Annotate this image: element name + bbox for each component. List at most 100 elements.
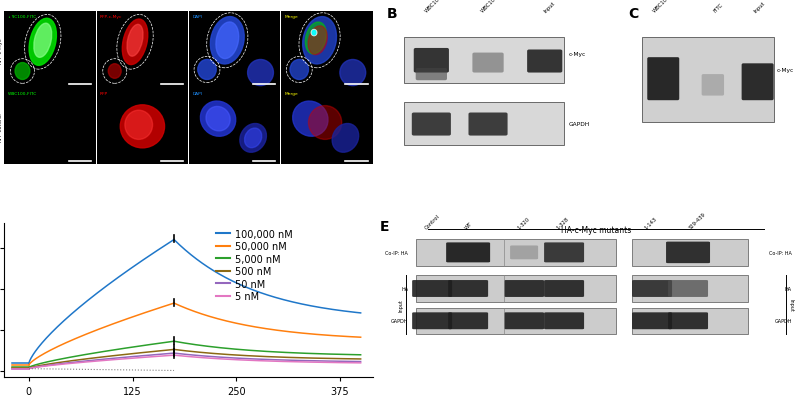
FancyBboxPatch shape	[504, 280, 544, 297]
FancyBboxPatch shape	[742, 64, 774, 101]
Text: GAPDH: GAPDH	[568, 122, 590, 126]
Bar	[189, 89, 280, 165]
Ellipse shape	[332, 124, 358, 153]
FancyBboxPatch shape	[632, 312, 672, 329]
FancyBboxPatch shape	[544, 280, 584, 297]
Ellipse shape	[340, 60, 366, 86]
Text: 1-320: 1-320	[516, 215, 530, 230]
Ellipse shape	[308, 27, 327, 56]
FancyBboxPatch shape	[544, 243, 584, 263]
Ellipse shape	[15, 63, 30, 80]
Text: Input: Input	[542, 0, 556, 14]
Bar	[404, 38, 564, 84]
Bar	[404, 103, 564, 146]
Ellipse shape	[290, 60, 309, 80]
Text: C: C	[628, 8, 638, 21]
Text: RFP-c-Myc: RFP-c-Myc	[0, 37, 2, 64]
Text: WBC100-FITC: WBC100-FITC	[423, 0, 452, 14]
Ellipse shape	[29, 19, 57, 66]
Ellipse shape	[245, 129, 262, 148]
Ellipse shape	[309, 106, 342, 140]
FancyBboxPatch shape	[527, 51, 562, 73]
FancyBboxPatch shape	[416, 69, 447, 81]
FancyBboxPatch shape	[666, 242, 710, 263]
FancyBboxPatch shape	[647, 58, 679, 101]
FancyBboxPatch shape	[412, 113, 451, 136]
Text: E: E	[380, 219, 390, 233]
Ellipse shape	[198, 60, 216, 80]
Ellipse shape	[312, 31, 316, 36]
Bar	[632, 276, 748, 302]
Text: WBC100-FITC: WBC100-FITC	[8, 92, 37, 96]
Text: RFP-c-Myc: RFP-c-Myc	[100, 15, 122, 19]
FancyBboxPatch shape	[412, 280, 452, 297]
FancyBboxPatch shape	[668, 280, 708, 297]
Bar	[97, 12, 188, 88]
Text: WBC100+WBC100-FITC: WBC100+WBC100-FITC	[480, 0, 528, 14]
Text: HA: HA	[785, 286, 792, 291]
Text: HA: HA	[401, 286, 408, 291]
FancyBboxPatch shape	[448, 280, 488, 297]
FancyBboxPatch shape	[510, 246, 538, 260]
Bar	[97, 89, 188, 165]
Text: 329-439: 329-439	[688, 211, 707, 230]
Ellipse shape	[201, 102, 236, 137]
Ellipse shape	[311, 30, 317, 36]
FancyBboxPatch shape	[632, 280, 672, 297]
Bar	[5, 89, 96, 165]
Text: DAPI: DAPI	[192, 92, 202, 96]
Text: GAPDH: GAPDH	[774, 318, 792, 324]
FancyBboxPatch shape	[504, 312, 544, 329]
FancyBboxPatch shape	[414, 49, 449, 73]
Text: Input: Input	[753, 0, 766, 14]
Text: GAPDH: GAPDH	[390, 318, 408, 324]
Bar	[416, 276, 616, 302]
Text: FITC: FITC	[713, 2, 724, 14]
Bar	[416, 239, 616, 267]
Legend: 100,000 nM, 50,000 nM, 5,000 nM, 500 nM, 50 nM, 5 nM: 100,000 nM, 50,000 nM, 5,000 nM, 500 nM,…	[212, 225, 297, 305]
Text: c-Myc: c-Myc	[568, 52, 586, 57]
FancyBboxPatch shape	[544, 312, 584, 329]
FancyBboxPatch shape	[446, 243, 490, 263]
Bar	[632, 308, 748, 334]
Ellipse shape	[125, 111, 153, 140]
Ellipse shape	[210, 18, 244, 65]
Ellipse shape	[206, 107, 230, 132]
FancyBboxPatch shape	[668, 312, 708, 329]
Text: WBC100-FITC: WBC100-FITC	[652, 0, 681, 14]
Bar	[642, 38, 774, 122]
Text: B: B	[386, 8, 397, 21]
Text: WBC100-FITC: WBC100-FITC	[8, 15, 37, 19]
Ellipse shape	[122, 20, 148, 65]
Text: 1-143: 1-143	[644, 215, 658, 230]
FancyBboxPatch shape	[702, 75, 724, 96]
Ellipse shape	[293, 102, 328, 137]
Text: DAPI: DAPI	[192, 15, 202, 19]
Ellipse shape	[216, 23, 238, 59]
Ellipse shape	[120, 105, 165, 148]
FancyBboxPatch shape	[469, 113, 507, 136]
Ellipse shape	[247, 60, 274, 86]
Text: RFP-control: RFP-control	[0, 112, 2, 142]
Bar	[416, 308, 616, 334]
Bar	[282, 89, 373, 165]
FancyBboxPatch shape	[472, 53, 504, 73]
Text: Co-IP: HA: Co-IP: HA	[386, 250, 408, 255]
Ellipse shape	[108, 65, 121, 79]
FancyBboxPatch shape	[412, 312, 452, 329]
Ellipse shape	[240, 124, 266, 153]
Text: RFP: RFP	[100, 92, 108, 96]
Text: c-Myc: c-Myc	[777, 68, 794, 73]
Bar	[5, 12, 96, 88]
Text: Control: Control	[424, 213, 441, 230]
FancyBboxPatch shape	[448, 312, 488, 329]
Text: Merge: Merge	[285, 92, 298, 96]
Text: Input: Input	[789, 298, 794, 311]
Text: 1-328: 1-328	[556, 215, 570, 230]
Text: WT: WT	[464, 220, 474, 230]
Text: A: A	[4, 12, 14, 26]
Ellipse shape	[302, 18, 337, 65]
Text: Merge: Merge	[285, 15, 298, 19]
Text: Input: Input	[399, 298, 404, 311]
Bar	[282, 12, 373, 88]
